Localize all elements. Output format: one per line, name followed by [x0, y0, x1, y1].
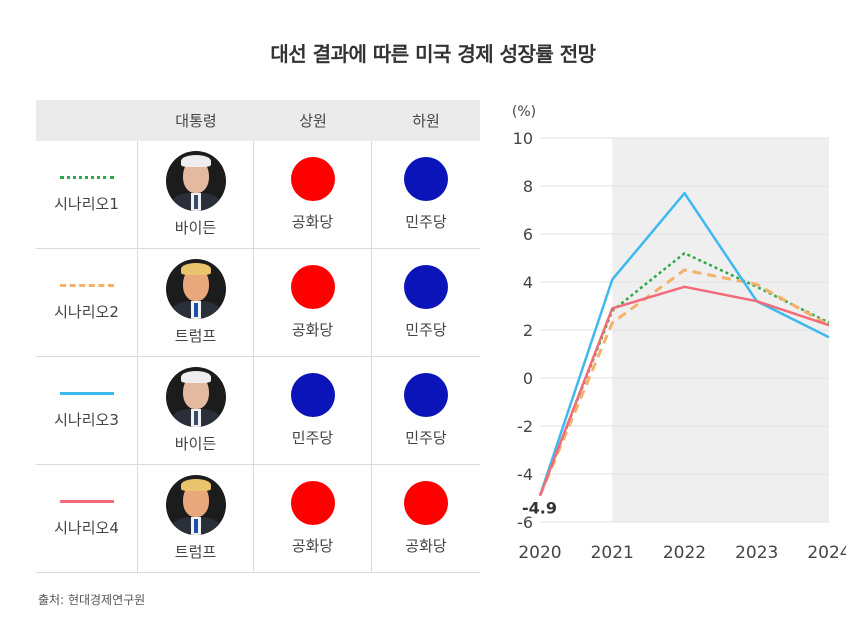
- y-tick-label: -2: [517, 417, 533, 436]
- growth-line-chart: -6 -4 -2 0 2 4 6 8 10 (%) 2020 2021 2022 2023 2024 -4.9: [512, 104, 846, 563]
- house-cell: 공화당: [372, 465, 480, 572]
- x-tick-label: 2020: [518, 543, 561, 563]
- scenario-cell: 시나리오2: [36, 249, 138, 356]
- house-party-label: 민주당: [405, 321, 447, 339]
- x-tick-label: 2021: [591, 543, 634, 563]
- president-cell: 트럼프: [138, 249, 254, 356]
- header-president: 대통령: [175, 112, 217, 130]
- scenario-line-swatch: [59, 391, 114, 395]
- header-house: 하원: [412, 112, 440, 130]
- president-cell: 바이든: [138, 141, 254, 248]
- senate-party-dot: [290, 265, 335, 309]
- x-tick-label: 2022: [663, 543, 706, 563]
- scenario-label: 시나리오2: [54, 302, 119, 321]
- y-tick-label: 6: [523, 225, 533, 244]
- senate-party-label: 공화당: [291, 537, 334, 555]
- table-header: 대통령 상원 하원: [36, 100, 480, 141]
- table-row: 시나리오2 트럼프 공화당 민주당: [36, 249, 480, 357]
- y-tick-label: -4: [517, 465, 533, 484]
- president-name: 바이든: [174, 435, 217, 453]
- header-senate: 상원: [299, 112, 327, 130]
- senate-cell: 공화당: [254, 249, 372, 356]
- president-cell: 바이든: [138, 357, 254, 464]
- y-tick-label: 4: [523, 273, 533, 292]
- senate-party-dot: [290, 373, 335, 417]
- house-cell: 민주당: [372, 141, 480, 248]
- president-name: 트럼프: [174, 327, 217, 345]
- senate-cell: 민주당: [254, 357, 372, 464]
- house-party-dot: [404, 481, 448, 525]
- scenario-cell: 시나리오1: [36, 141, 138, 248]
- y-tick-label: 2: [523, 321, 533, 340]
- scenario-line-swatch: [59, 499, 114, 503]
- scenario-line-swatch: [59, 175, 114, 179]
- y-axis-unit: (%): [512, 104, 536, 120]
- president-cell: 트럼프: [138, 465, 254, 572]
- table-row: 시나리오1 바이든 공화당 민주당: [36, 141, 480, 249]
- series-line: [538, 191, 830, 496]
- scenario-line-swatch: [59, 283, 114, 287]
- house-party-dot: [404, 265, 448, 309]
- scenario-cell: 시나리오3: [36, 357, 138, 464]
- senate-party-dot: [290, 481, 335, 525]
- biden-portrait-icon: [165, 151, 226, 211]
- house-party-dot: [404, 157, 448, 201]
- house-party-dot: [404, 373, 448, 417]
- scenario-table: 대통령 상원 하원 시나리오1 바이든 공화당: [36, 100, 480, 573]
- scenario-label: 시나리오1: [54, 194, 119, 213]
- y-tick-label: 10: [513, 129, 533, 148]
- house-party-label: 민주당: [405, 429, 447, 447]
- y-tick-label: 0: [523, 369, 533, 388]
- president-name: 트럼프: [174, 543, 217, 561]
- house-party-label: 공화당: [405, 537, 447, 555]
- senate-cell: 공화당: [254, 141, 372, 248]
- source-note: 출처: 현대경제연구원: [38, 593, 146, 607]
- x-tick-label: 2024: [807, 543, 846, 563]
- senate-party-label: 민주당: [291, 429, 334, 447]
- table-row: 시나리오4 트럼프 공화당 공화당: [36, 465, 480, 573]
- senate-party-label: 공화당: [291, 321, 334, 339]
- house-cell: 민주당: [372, 249, 480, 356]
- trump-portrait-icon: [165, 259, 226, 319]
- series-line: [538, 268, 830, 497]
- scenario-label: 시나리오3: [54, 410, 119, 429]
- scenario-label: 시나리오4: [54, 518, 119, 537]
- scenario-cell: 시나리오4: [36, 465, 138, 572]
- start-value-label: -4.9: [522, 499, 557, 518]
- biden-portrait-icon: [165, 367, 226, 427]
- president-name: 바이든: [174, 219, 217, 237]
- house-cell: 민주당: [372, 357, 480, 464]
- y-tick-label: -6: [517, 513, 533, 532]
- senate-party-label: 공화당: [291, 213, 334, 231]
- chart-title: 대선 결과에 따른 미국 경제 성장률 전망: [270, 42, 596, 66]
- trump-portrait-icon: [165, 475, 226, 535]
- series-line: [538, 285, 830, 497]
- house-party-label: 민주당: [405, 213, 447, 231]
- table-row: 시나리오3 바이든 민주당 민주당: [36, 357, 480, 465]
- x-tick-label: 2023: [735, 543, 778, 563]
- senate-party-dot: [290, 157, 335, 201]
- y-tick-label: 8: [523, 177, 533, 196]
- senate-cell: 공화당: [254, 465, 372, 572]
